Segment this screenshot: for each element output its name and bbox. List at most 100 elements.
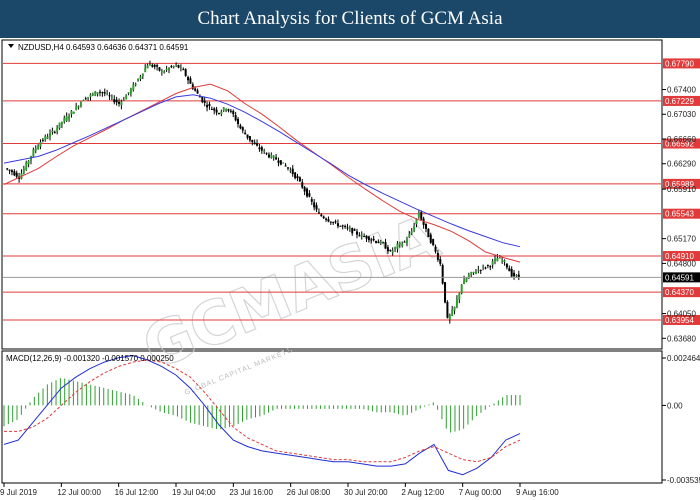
candle-body (115, 99, 118, 103)
candle-body (389, 250, 392, 252)
candle-body (98, 91, 101, 93)
candle-body (32, 149, 35, 157)
chart-area: GCMASIA GLOBAL CAPITAL MARKETS 0.677900.… (0, 38, 700, 500)
price-tick-label: 0.66660 (667, 135, 696, 144)
candle-body (372, 238, 375, 241)
candle-body (358, 235, 361, 237)
candle-body (110, 96, 113, 98)
candle-body (429, 234, 432, 243)
candle-body (336, 223, 339, 227)
candle-body (308, 193, 311, 197)
candle-body (113, 99, 116, 103)
candle-body (87, 96, 90, 98)
candle-body (39, 142, 42, 147)
candle-body (355, 231, 358, 235)
candle-body (498, 257, 501, 259)
candle-body (391, 250, 394, 253)
candle-body (279, 160, 282, 165)
level-label-box (663, 178, 700, 189)
time-tick-label: 9 Jul 2019 (0, 488, 37, 497)
candle-body (194, 88, 197, 91)
candle-body (417, 212, 420, 218)
level-label: 0.64910 (665, 252, 694, 261)
candle-body (515, 275, 518, 277)
candle-body (127, 92, 130, 94)
candle-body (151, 64, 154, 67)
candle-body (310, 199, 313, 202)
level-label-box (663, 95, 700, 106)
candle-body (215, 109, 218, 113)
candle-body (139, 76, 142, 80)
candle-body (394, 247, 397, 250)
candle-body (106, 93, 109, 95)
candle-body (465, 278, 468, 282)
candle-body (367, 236, 370, 240)
candle-body (353, 229, 356, 231)
candle-body (413, 226, 416, 232)
candle-body (146, 65, 149, 69)
candle-body (458, 293, 461, 300)
time-tick-label: 7 Aug 00:00 (459, 488, 502, 497)
candle-body (453, 306, 456, 311)
candle-body (494, 258, 497, 262)
candle-body (27, 160, 30, 165)
candle-body (455, 298, 458, 307)
candle-body (329, 221, 332, 223)
candle-body (298, 177, 301, 182)
candle-body (89, 94, 92, 97)
candle-body (103, 92, 106, 94)
candle-body (158, 67, 161, 71)
macd-header: MACD(12,26,9) -0.001320 -0.001570 0.0002… (6, 354, 174, 363)
candle-body (63, 117, 66, 122)
candle-body (346, 227, 349, 229)
candle-body (315, 205, 318, 210)
macd-tick-label: 0.002464 (667, 354, 700, 363)
candle-body (405, 239, 408, 244)
candle-body (501, 260, 504, 262)
candle-body (322, 216, 325, 219)
candle-body (10, 170, 13, 173)
candle-body (486, 264, 489, 266)
candle-body (77, 106, 80, 108)
banner-title: Chart Analysis for Clients of GCM Asia (0, 0, 700, 38)
candle-body (408, 233, 411, 238)
candle-body (282, 162, 285, 164)
candle-body (382, 242, 385, 244)
candle-body (403, 241, 406, 243)
candle-body (260, 147, 263, 151)
candle-body (72, 111, 75, 114)
macd-indicator: 0.002464 0.00 -0.003535 (3, 354, 700, 485)
candle-body (320, 214, 323, 217)
candle-body (53, 131, 56, 133)
candle-body (503, 260, 506, 262)
candle-body (265, 152, 268, 154)
candle-body (513, 272, 516, 277)
candle-body (129, 88, 132, 94)
candle-body (432, 239, 435, 245)
collapse-triangle-icon[interactable] (8, 44, 14, 48)
candle-body (303, 187, 306, 192)
candle-body (344, 225, 347, 227)
candle-body (427, 228, 430, 238)
time-tick-label: 2 Aug 12:00 (401, 488, 444, 497)
current-price: 0.64591 (3, 272, 700, 283)
level-label-box (663, 251, 700, 262)
candle-body (463, 279, 466, 285)
candle-body (439, 259, 442, 264)
candle-body (317, 212, 320, 214)
macd-tick-label: -0.003535 (667, 476, 700, 485)
candle-body (134, 83, 137, 85)
candle-body (489, 266, 492, 268)
candle-body (270, 154, 273, 158)
candle-body (267, 154, 270, 158)
candle-body (101, 92, 104, 94)
candle-body (398, 242, 401, 245)
candle-body (401, 243, 404, 247)
candle-body (222, 107, 225, 111)
candle-body (351, 228, 354, 234)
candle-body (360, 234, 363, 237)
macd-signal-line (4, 359, 521, 463)
candle-body (479, 269, 482, 271)
level-label-box (663, 314, 700, 325)
time-tick-label: 16 Jul 12:00 (115, 488, 159, 497)
